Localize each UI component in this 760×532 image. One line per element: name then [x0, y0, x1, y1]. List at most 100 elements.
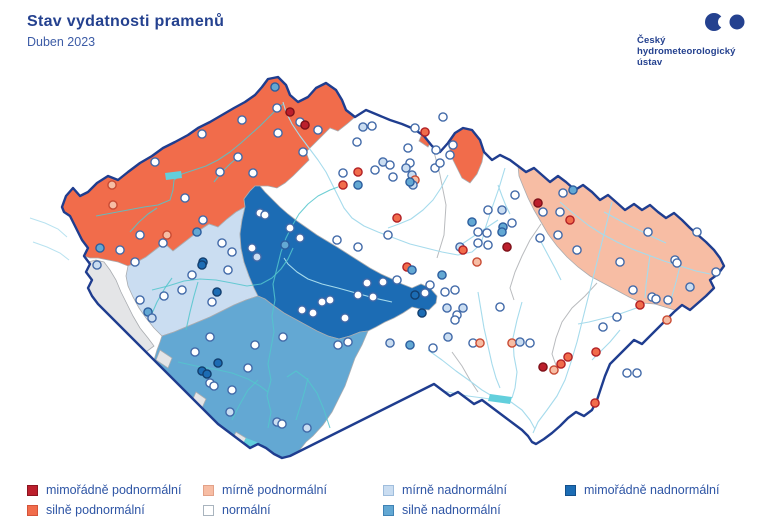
spring-point-mimoradne-nadnormalni — [417, 308, 427, 318]
spring-point-normalni — [483, 205, 493, 215]
legend-label: mírně nadnormální — [402, 483, 507, 497]
spring-point-normalni — [207, 297, 217, 307]
logo-line-3: ústav — [637, 56, 663, 68]
chmu-logo-icon — [705, 13, 745, 31]
logo-line-2: hydrometeorologický — [637, 45, 736, 57]
spring-point-normalni — [410, 123, 420, 133]
spring-point-mirne-podnormalni — [108, 200, 118, 210]
spring-point-mimoradne-podnormalni — [502, 242, 512, 252]
legend-item-silne-nadnormalni: silně nadnormální — [383, 503, 501, 517]
river-teal-3 — [231, 379, 259, 421]
spring-point-normalni — [353, 242, 363, 252]
spring-point-mirne-nadnormalni — [147, 313, 157, 323]
spring-point-silne-podnormalni — [392, 213, 402, 223]
spring-point-normalni — [392, 275, 402, 285]
spring-point-normalni — [237, 115, 247, 125]
spring-point-mirne-nadnormalni — [685, 282, 695, 292]
spring-point-mirne-podnormalni — [107, 180, 117, 190]
spring-point-mirne-podnormalni — [472, 257, 482, 267]
spring-point-silne-nadnormalni — [407, 265, 417, 275]
spring-point-normalni — [558, 188, 568, 198]
legend-label: normální — [222, 503, 271, 517]
spring-point-silne-nadnormalni — [467, 217, 477, 227]
river-teal-0 — [266, 186, 339, 429]
spring-point-normalni — [297, 305, 307, 315]
outside-rivers — [29, 217, 70, 261]
spring-point-normalni — [190, 347, 200, 357]
spring-point-silne-nadnormalni — [353, 180, 363, 190]
country-border — [60, 75, 726, 460]
spring-point-normalni — [180, 193, 190, 203]
lake-2 — [165, 171, 182, 180]
spring-point-normalni — [435, 158, 445, 168]
spring-point-mimoradne-nadnormalni — [202, 369, 212, 379]
river-1 — [387, 174, 449, 229]
spring-point-normalni — [343, 337, 353, 347]
spring-point-mimoradne-nadnormalni — [197, 260, 207, 270]
spring-point-normalni — [473, 238, 483, 248]
spring-point-normalni — [295, 233, 305, 243]
river-8 — [427, 349, 493, 397]
spring-point-silne-podnormalni — [591, 347, 601, 357]
spring-point-normalni — [285, 223, 295, 233]
spring-point-normalni — [227, 247, 237, 257]
river-teal-4 — [295, 377, 309, 421]
spring-point-normalni — [628, 285, 638, 295]
spring-point-mimoradne-podnormalni — [538, 362, 548, 372]
spring-point-normalni — [450, 285, 460, 295]
river-6 — [477, 291, 501, 389]
map-clipped — [62, 77, 724, 458]
spring-point-mirne-podnormalni — [162, 230, 172, 240]
spring-point-normalni — [403, 143, 413, 153]
spring-point-normalni — [632, 368, 642, 378]
catchment-divide-2 — [551, 282, 598, 369]
river-7 — [511, 301, 523, 399]
page-subtitle: Duben 2023 — [27, 35, 96, 49]
spring-point-normalni — [367, 121, 377, 131]
spring-point-mimoradne-podnormalni — [533, 198, 543, 208]
spring-point-normalni — [209, 381, 219, 391]
spring-point-normalni — [425, 280, 435, 290]
spring-point-mirne-nadnormalni — [252, 252, 262, 262]
spring-point-normalni — [177, 285, 187, 295]
chmu-logo-text: Český hydrometeorologický ústav — [637, 35, 736, 69]
catchment-divide-3 — [451, 351, 479, 393]
spring-point-normalni — [317, 297, 327, 307]
spring-point-normalni — [482, 228, 492, 238]
spring-point-silne-nadnormalni — [568, 185, 578, 195]
legend-item-silne-podnormalni: silně podnormální — [27, 503, 145, 517]
legend-label: silně nadnormální — [402, 503, 501, 517]
spring-point-normalni — [438, 112, 448, 122]
spring-point-mimoradne-nadnormalni — [410, 290, 420, 300]
spring-point-silne-nadnormalni — [405, 177, 415, 187]
spring-point-normalni — [510, 190, 520, 200]
river-4 — [283, 257, 393, 303]
spring-point-normalni — [313, 125, 323, 135]
spring-point-silne-podnormalni — [590, 398, 600, 408]
spring-point-normalni — [333, 340, 343, 350]
spring-point-silne-nadnormalni — [405, 340, 415, 350]
spring-point-normalni — [450, 315, 460, 325]
spring-point-normalni — [308, 308, 318, 318]
spring-point-normalni — [473, 227, 483, 237]
spring-point-normalni — [672, 258, 682, 268]
spring-point-normalni — [612, 312, 622, 322]
spring-point-normalni — [260, 210, 270, 220]
river-12 — [577, 305, 643, 325]
legend-swatch-mirne-nadnormalni — [383, 484, 394, 496]
lake-1 — [488, 394, 512, 404]
spring-point-normalni — [598, 322, 608, 332]
spring-point-normalni — [115, 245, 125, 255]
spring-point-normalni — [651, 294, 661, 304]
river-10 — [559, 201, 711, 275]
spring-point-normalni — [622, 368, 632, 378]
legend-item-mirne-nadnormalni: mírně nadnormální — [383, 483, 507, 497]
spring-point-normalni — [368, 292, 378, 302]
map-points — [92, 82, 721, 433]
spring-point-normalni — [615, 257, 625, 267]
spring-point-silne-podnormalni — [635, 300, 645, 310]
spring-point-normalni — [273, 128, 283, 138]
spring-point-normalni — [227, 385, 237, 395]
